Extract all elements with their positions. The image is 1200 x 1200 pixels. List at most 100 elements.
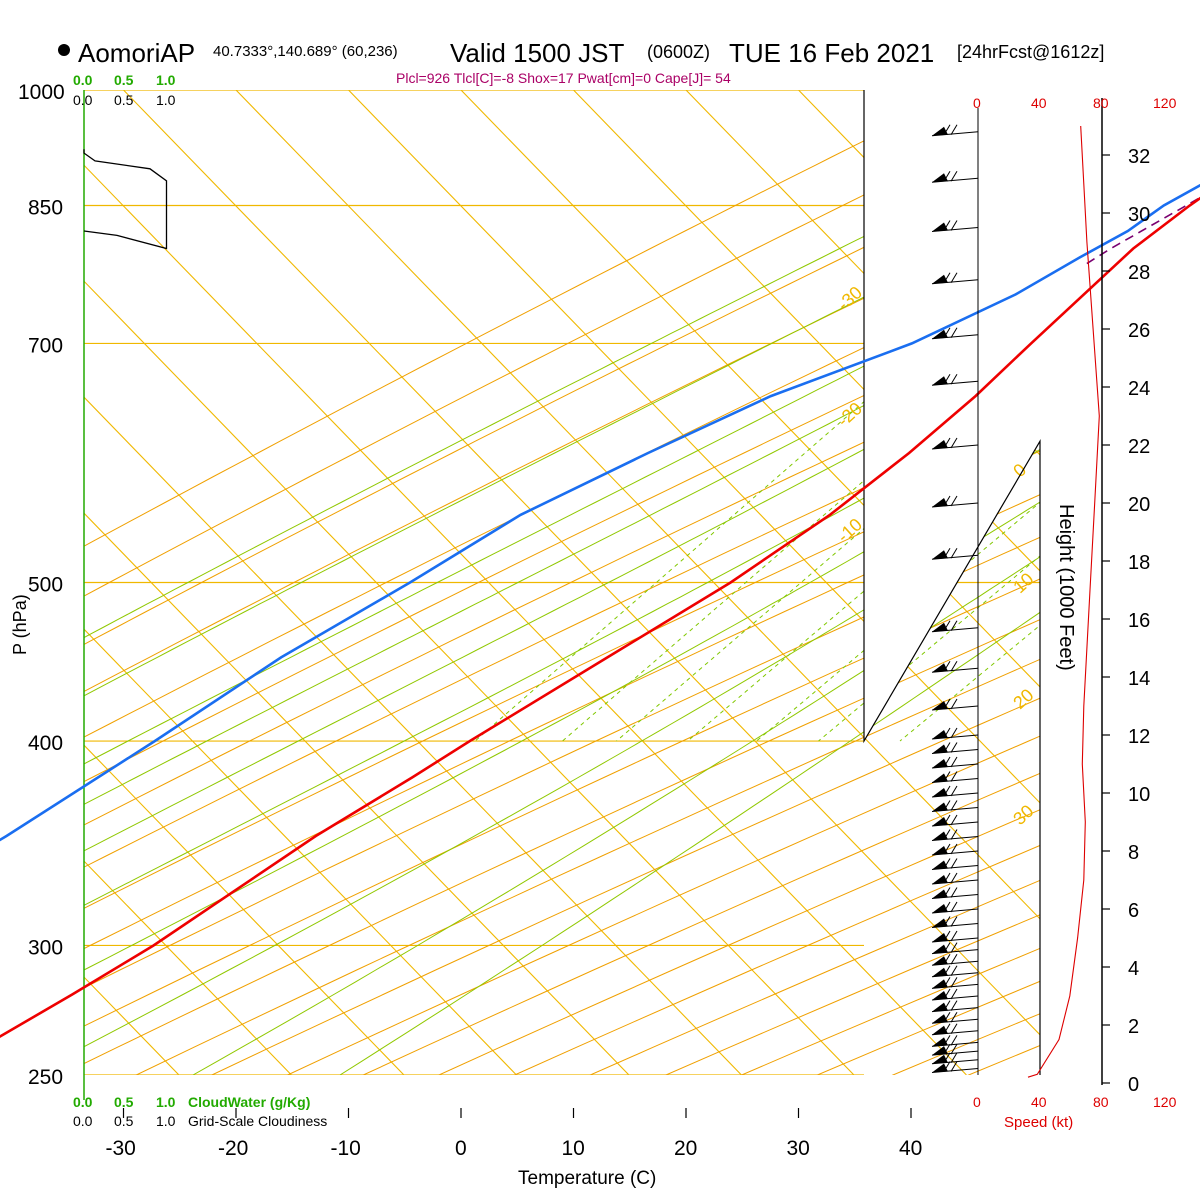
barb-pennant <box>932 788 948 797</box>
barb-feather <box>950 124 958 136</box>
dry-adiabat <box>84 90 1040 1075</box>
barb-pennant <box>932 1037 948 1047</box>
barb-feather <box>943 988 951 1000</box>
barb-pennant <box>932 376 948 386</box>
barb-pennant <box>932 1025 948 1035</box>
barb-pennant <box>932 967 948 977</box>
speed-axis-title: Speed (kt) <box>1004 1114 1073 1131</box>
moist-adiabat <box>84 90 1040 1075</box>
moist-adiabat <box>84 90 1040 1075</box>
wind-barb <box>931 965 979 978</box>
wind-barb <box>931 1052 979 1065</box>
barb-pennant <box>932 846 948 855</box>
height-tick-label: 12 <box>1128 726 1150 748</box>
barb-feather <box>950 698 958 710</box>
speed-tick-bottom: 120 <box>1153 1094 1177 1110</box>
barb-pennant <box>932 173 948 183</box>
cloudwater-tick-bottom: 1.0 <box>156 1094 176 1110</box>
isotherm-line <box>573 90 1040 1075</box>
moist-adiabat <box>192 90 1040 1075</box>
barb-feather <box>943 887 951 898</box>
dry-adiabat <box>84 90 1040 1075</box>
barb-feather <box>943 1011 951 1023</box>
barb-feather <box>943 858 951 869</box>
wind-barb <box>931 988 979 1001</box>
barb-feather <box>943 698 951 710</box>
wind-barb <box>931 829 979 841</box>
moist-adiabat <box>84 90 1040 1075</box>
wind-barb <box>931 495 979 508</box>
temp-tick-label: 10 <box>562 1137 585 1160</box>
wind-barb <box>931 942 979 955</box>
moist-adiabat <box>84 90 1040 1075</box>
station-bullet-icon <box>58 44 70 56</box>
barb-pennant <box>932 889 948 899</box>
barb-feather <box>943 785 951 797</box>
wind-barb <box>931 872 979 885</box>
axes: 1000 850 700 500 400 300 250 -30 -20 -10 0 10 20 30 40 <box>18 81 922 1160</box>
cloudiness-tick-bottom: 0.5 <box>114 1113 134 1129</box>
barb-pennant <box>932 744 948 754</box>
barb-feather <box>943 661 951 672</box>
moist-adiabat <box>84 90 1040 1075</box>
barb-pennant <box>932 701 948 710</box>
dry-adiabat <box>84 90 1040 1075</box>
dry-adiabat <box>225 90 1040 1075</box>
wind-barb <box>931 930 979 943</box>
wind-barb <box>931 814 979 827</box>
barb-feather <box>943 916 951 927</box>
wind-barb <box>931 220 979 232</box>
cloudwater-tick-bottom: 0.5 <box>114 1094 134 1110</box>
barb-feather <box>943 495 951 507</box>
barb-feather <box>950 1043 958 1055</box>
dry-adiabat <box>84 90 1040 1075</box>
temp-tick-label: 40 <box>899 1137 922 1160</box>
height-tick-label: 30 <box>1128 204 1150 226</box>
wind-barb <box>931 1061 979 1073</box>
barb-feather <box>943 965 951 977</box>
dry-adiabat <box>84 90 1040 1075</box>
barb-pennant <box>932 1054 948 1064</box>
barb-feather <box>950 930 958 942</box>
barb-feather <box>943 170 951 182</box>
wind-barb <box>931 1000 979 1013</box>
height-tick-label: 4 <box>1128 958 1139 980</box>
barb-feather <box>943 272 951 283</box>
speed-tick-bottom: 40 <box>1031 1094 1047 1110</box>
wind-barb <box>931 771 979 783</box>
temp-tick-label: -10 <box>331 1137 361 1160</box>
dry-adiabat <box>524 90 1040 1075</box>
barb-pennant <box>932 1046 948 1056</box>
barb-feather <box>950 1035 958 1046</box>
parcel-line <box>1081 196 1200 268</box>
barb-feather <box>943 1061 951 1072</box>
wind-barb <box>931 901 979 914</box>
barb-feather <box>943 1043 951 1055</box>
height-tick-label: 16 <box>1128 610 1150 632</box>
moist-adiabat <box>84 90 1040 1075</box>
barb-feather <box>943 872 951 884</box>
wind-barb <box>931 858 979 870</box>
barb-feather <box>950 942 958 953</box>
wind-barb <box>931 620 979 633</box>
dry-adiabat <box>674 90 1040 1075</box>
dry-adiabat <box>150 90 1040 1075</box>
barb-feather <box>943 1023 951 1035</box>
isotherm-line <box>235 90 1040 1075</box>
wind-barb <box>931 953 979 966</box>
wind-barb <box>931 661 979 673</box>
cloudwater-tick-top: 0.0 <box>73 72 93 88</box>
pressure-tick-label: 500 <box>28 574 63 597</box>
cloudiness-tick-top: 1.0 <box>156 92 176 108</box>
barb-pennant <box>932 933 948 942</box>
dewpoint-line <box>0 183 1200 842</box>
barb-pennant <box>932 875 948 884</box>
barb-feather <box>943 800 951 811</box>
barb-feather <box>943 1000 951 1011</box>
forecast-info: [24hrFcst@1612z] <box>957 42 1104 62</box>
wind-barb <box>931 124 979 137</box>
barb-feather <box>950 1052 958 1064</box>
profiles <box>0 149 1200 1039</box>
wind-barb <box>931 977 979 989</box>
